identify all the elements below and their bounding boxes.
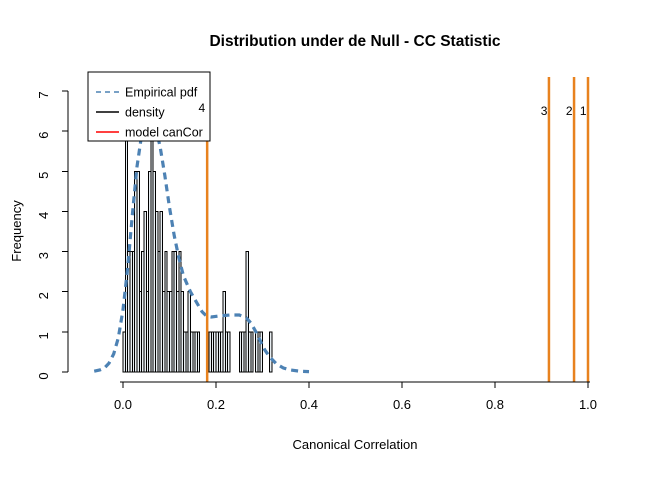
legend-label: Empirical pdf [125,86,198,100]
y-tick-label: 0 [36,372,51,379]
empirical-pdf-curve [93,117,310,374]
y-tick-label: 1 [36,332,51,339]
histogram-bar [245,251,250,373]
histogram-bar [268,331,273,373]
vline-label-2: 2 [566,104,573,118]
x-tick-label: 0.0 [114,397,132,412]
histogram-bar [250,331,254,373]
legend-label: model canCor [125,126,203,140]
vline-label-1: 1 [580,104,587,118]
x-tick-label: 0.4 [300,397,318,412]
y-tick-label: 5 [36,172,51,179]
histogram-bar [196,331,201,373]
x-axis-title: Canonical Correlation [292,437,417,452]
x-tick-label: 0.6 [393,397,411,412]
y-tick-label: 4 [36,212,51,219]
x-tick-label: 0.8 [486,397,504,412]
vline-label-3: 3 [541,104,548,118]
y-tick-label: 2 [36,292,51,299]
legend-box [87,71,211,142]
histogram-bar [227,331,231,373]
x-tick-label: 0.2 [207,397,225,412]
vline-label-4: 4 [198,101,205,115]
histogram-bar [259,331,263,373]
histogram-bar [136,170,140,373]
plot-title: Distribution under de Null - CC Statisti… [209,33,500,50]
y-tick-label: 3 [36,252,51,259]
y-axis-title: Frequency [9,200,24,262]
legend-label: density [125,106,165,120]
x-tick-label: 1.0 [579,397,597,412]
y-tick-label: 7 [36,91,51,98]
y-tick-label: 6 [36,132,51,139]
